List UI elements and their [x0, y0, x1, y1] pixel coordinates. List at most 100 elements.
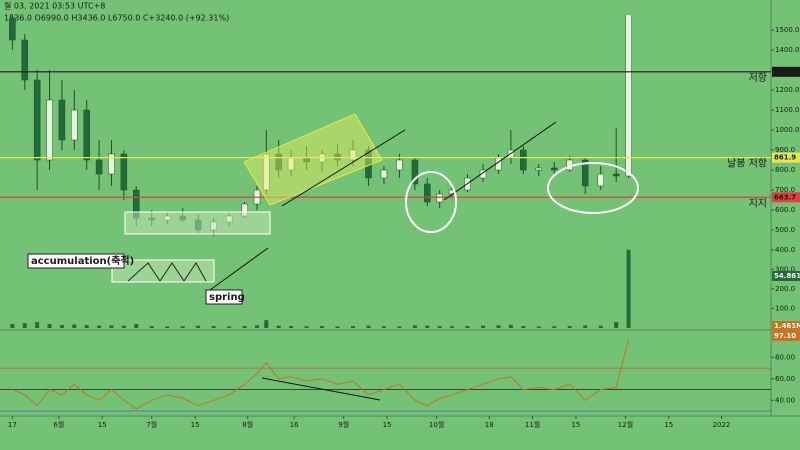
volume-bar: [276, 325, 281, 328]
candle-body: [9, 17, 16, 41]
arrow: [209, 247, 269, 291]
candle-body: [21, 39, 29, 81]
volume-bar: [84, 325, 89, 328]
x-tick-label: 15: [571, 421, 580, 429]
y-tick-label: 200.0: [775, 285, 795, 293]
candle-body: [95, 159, 103, 175]
y-tick-label: 700.0: [775, 186, 795, 194]
volume-bar: [227, 326, 232, 328]
volume-bar: [598, 325, 603, 328]
side-badge: [772, 321, 800, 331]
volume-bar: [335, 326, 340, 328]
y-tick-label: 80.00: [775, 353, 795, 361]
y-tick-label: 600.0: [775, 206, 795, 214]
label-box: [27, 253, 125, 269]
price-badge-label: 1291.0: [774, 68, 800, 76]
volume-bar: [437, 326, 442, 328]
x-tick-label: 15: [191, 421, 200, 429]
annotation: spring: [209, 292, 245, 303]
rsi-line: [12, 338, 630, 410]
candle-body: [380, 169, 388, 179]
price-badge-label: 663.7: [774, 193, 796, 201]
candle-body: [275, 153, 282, 171]
annotation: accumulation(축적): [31, 254, 134, 267]
candle-body: [334, 153, 341, 161]
x-tick-label: 2022: [713, 421, 731, 429]
volume-bar: [22, 323, 27, 328]
volume-bar: [465, 326, 470, 328]
volume-bar: [289, 326, 294, 328]
x-tick-label: 12월: [618, 420, 633, 429]
volume-bar: [121, 325, 126, 328]
volume-bar: [165, 326, 170, 328]
y-tick-label: 900.0: [775, 146, 795, 154]
channel-box: [243, 113, 383, 206]
volume-bar: [264, 320, 269, 328]
candle-body: [612, 173, 620, 177]
volume-bar: [10, 324, 15, 328]
x-tick-label: 8월: [242, 420, 253, 429]
volume-bar: [397, 326, 402, 328]
y-tick-label: 100.0: [775, 304, 795, 312]
volume-bar: [196, 325, 201, 328]
volume-bar: [583, 325, 588, 328]
volume-bar: [47, 324, 52, 328]
y-tick-label: 1100.0: [775, 106, 800, 114]
candle-body: [424, 183, 431, 203]
candle-body: [625, 15, 632, 177]
y-tick-label: 60.00: [775, 375, 795, 383]
volume-bar: [366, 325, 371, 328]
price-badge-label: 861.9: [774, 154, 796, 162]
volume-bar: [304, 326, 309, 328]
candle-body: [58, 99, 66, 141]
zigzag: [127, 262, 207, 282]
volume-bar: [450, 326, 455, 328]
ohlc: 1536.0 O6990.0 H3436.0 L6750.0 C+3240.0 …: [4, 14, 229, 23]
level-name: 저항: [749, 72, 767, 84]
candle-body: [581, 159, 589, 187]
x-tick-label: 11월: [525, 420, 540, 429]
volume-bar: [567, 326, 572, 328]
volume-bar: [425, 325, 430, 328]
range-box: [124, 211, 271, 235]
x-tick-label: 15: [664, 421, 673, 429]
volume-bar: [350, 326, 355, 328]
side-badge-label: 1.461M: [774, 322, 800, 330]
volume-bar: [521, 326, 526, 328]
candle-body: [349, 149, 357, 161]
volume-bar: [552, 326, 557, 328]
volume-bar: [109, 325, 114, 328]
x-tick-label: 7월: [146, 420, 157, 429]
y-tick-label: 1400.0: [775, 46, 800, 54]
arrow: [281, 129, 406, 207]
volume-bar: [412, 325, 417, 328]
volume-bar: [180, 326, 185, 328]
volume-bar: [496, 325, 501, 328]
volume-bar: [255, 325, 259, 328]
volume-bar: [508, 324, 513, 328]
range-box: [111, 259, 215, 283]
y-tick-label: 1200.0: [775, 86, 800, 94]
candle-body: [597, 173, 604, 187]
price-badge: [772, 66, 800, 77]
circle: [405, 171, 457, 233]
candle-body: [479, 169, 487, 179]
volume-bar: [536, 326, 541, 328]
x-tick-label: 9월: [338, 420, 349, 429]
candle-body: [33, 79, 41, 161]
x-tick-label: 17: [8, 421, 17, 429]
x-tick-label: 18: [485, 421, 494, 429]
x-tick-label: 16: [290, 421, 299, 429]
y-tick-label: 400.0: [775, 246, 795, 254]
volume-bar: [614, 322, 619, 328]
candle-body: [535, 167, 543, 171]
level-name: 날봉 저항: [727, 158, 767, 170]
y-tick-label: 1500.0: [775, 26, 800, 34]
volume-bar: [97, 325, 102, 328]
x-tick-label: 10월: [429, 420, 444, 429]
candle-body: [71, 109, 78, 141]
candle-body: [551, 167, 558, 171]
volume-bar: [320, 326, 325, 328]
volume-bar: [35, 322, 40, 328]
